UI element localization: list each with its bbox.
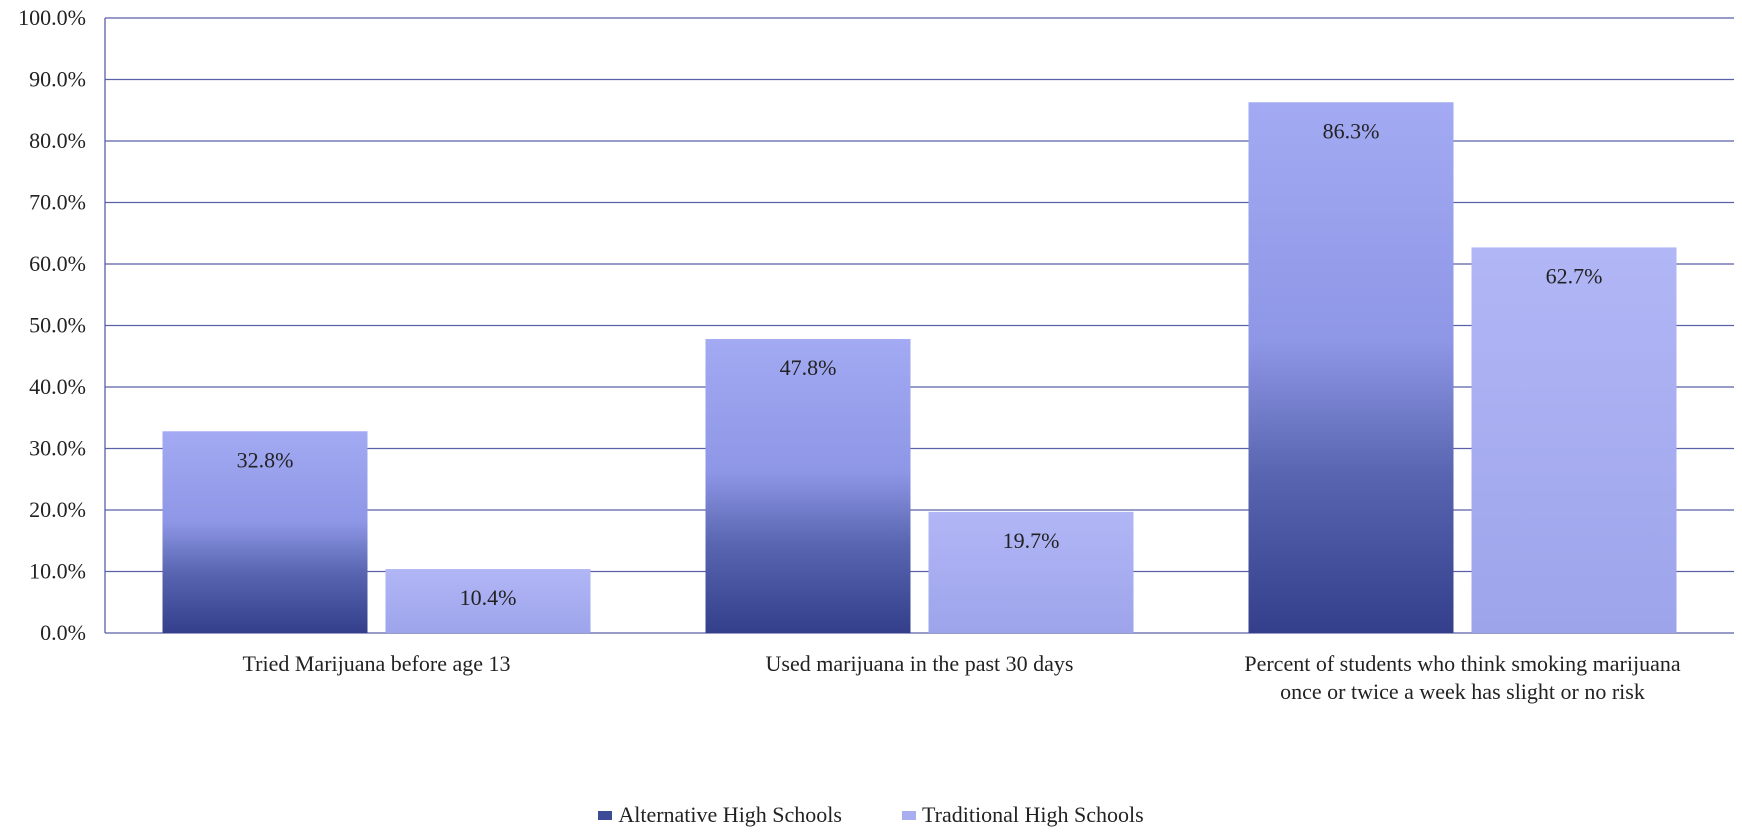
data-labels: 32.8% 10.4% 47.8% 19.7% 86.3% 62.7% bbox=[237, 118, 1603, 610]
legend-item-alternative: Alternative High Schools bbox=[598, 802, 842, 828]
data-label-traditional: 19.7% bbox=[1003, 528, 1060, 553]
y-tick-label: 100.0% bbox=[18, 5, 86, 30]
data-label-traditional: 62.7% bbox=[1546, 263, 1603, 288]
legend-swatch-alternative bbox=[598, 810, 613, 820]
legend-swatch-traditional bbox=[901, 810, 916, 820]
y-tick-label: 80.0% bbox=[29, 128, 86, 153]
y-tick-label: 40.0% bbox=[29, 374, 86, 399]
y-tick-label: 10.0% bbox=[29, 559, 86, 584]
y-tick-label: 20.0% bbox=[29, 497, 86, 522]
category-label: Used marijuana in the past 30 days bbox=[766, 651, 1074, 676]
bar-alternative bbox=[705, 339, 911, 633]
data-label-alternative: 47.8% bbox=[780, 355, 837, 380]
gridlines bbox=[104, 17, 1734, 634]
y-tick-label: 0.0% bbox=[40, 620, 86, 645]
bar-traditional bbox=[385, 569, 591, 633]
bar-alternative bbox=[1248, 102, 1454, 633]
category-label: once or twice a week has slight or no ri… bbox=[1280, 679, 1645, 704]
category-labels: Tried Marijuana before age 13 Used mariju… bbox=[243, 651, 1681, 704]
bar-alternative bbox=[162, 431, 368, 633]
legend-item-traditional: Traditional High Schools bbox=[901, 802, 1144, 828]
y-axis-tick-labels: 0.0% 10.0% 20.0% 30.0% 40.0% 50.0% 60.0% 70.0% 8… bbox=[18, 5, 86, 645]
data-label-alternative: 32.8% bbox=[237, 447, 294, 472]
y-tick-label: 70.0% bbox=[29, 190, 86, 215]
category-label: Tried Marijuana before age 13 bbox=[243, 651, 511, 676]
chart: 0.0% 10.0% 20.0% 30.0% 40.0% 50.0% 60.0% 70.0% 8… bbox=[18, 5, 1734, 704]
bar-traditional bbox=[1471, 247, 1677, 633]
legend-label-alternative: Alternative High Schools bbox=[618, 802, 842, 827]
y-tick-label: 30.0% bbox=[29, 436, 86, 461]
bar-traditional bbox=[928, 511, 1134, 633]
legend-label-traditional: Traditional High Schools bbox=[921, 802, 1144, 827]
data-label-alternative: 86.3% bbox=[1323, 118, 1380, 143]
legend: Alternative High Schools Traditional Hig… bbox=[0, 800, 1742, 830]
y-tick-label: 50.0% bbox=[29, 313, 86, 338]
y-tick-label: 60.0% bbox=[29, 251, 86, 276]
data-label-traditional: 10.4% bbox=[460, 585, 517, 610]
category-label: Percent of students who think smoking ma… bbox=[1244, 651, 1680, 676]
bars bbox=[162, 102, 1677, 633]
y-tick-label: 90.0% bbox=[29, 67, 86, 92]
